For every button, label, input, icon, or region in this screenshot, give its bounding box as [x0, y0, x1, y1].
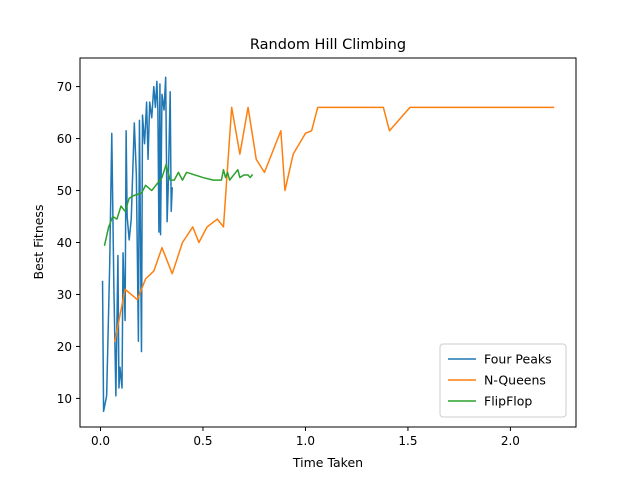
- y-tick-label: 10: [57, 392, 72, 406]
- x-axis: 0.0 0.5 1.0 1.5 2.0: [91, 427, 520, 448]
- legend-label-n-queens: N-Queens: [484, 373, 546, 388]
- y-axis-label: Best Fitness: [31, 205, 46, 280]
- x-tick-label: 1.5: [398, 434, 417, 448]
- y-tick-label: 70: [57, 80, 72, 94]
- x-tick-label: 0.0: [91, 434, 110, 448]
- y-tick-label: 20: [57, 340, 72, 354]
- y-tick-label: 60: [57, 132, 72, 146]
- y-tick-label: 50: [57, 184, 72, 198]
- legend: Four Peaks N-Queens FlipFlop: [439, 343, 567, 418]
- chart-title: Random Hill Climbing: [250, 37, 406, 53]
- plot-lines: [101, 76, 555, 413]
- y-axis: 10 20 30 40 50 60 70: [57, 80, 80, 406]
- x-tick-label: 0.5: [193, 434, 212, 448]
- legend-label-flipflop: FlipFlop: [484, 394, 532, 409]
- series-line-four-peaks: [101, 76, 174, 413]
- y-tick-label: 30: [57, 288, 72, 302]
- legend-box: [439, 343, 567, 418]
- x-axis-label: Time Taken: [292, 455, 363, 470]
- y-tick-label: 40: [57, 236, 72, 250]
- legend-label-four-peaks: Four Peaks: [484, 352, 552, 367]
- x-tick-label: 2.0: [501, 434, 520, 448]
- x-tick-label: 1.0: [296, 434, 315, 448]
- series-line-flipflop: [103, 163, 254, 246]
- series-line-n-queens: [113, 106, 555, 343]
